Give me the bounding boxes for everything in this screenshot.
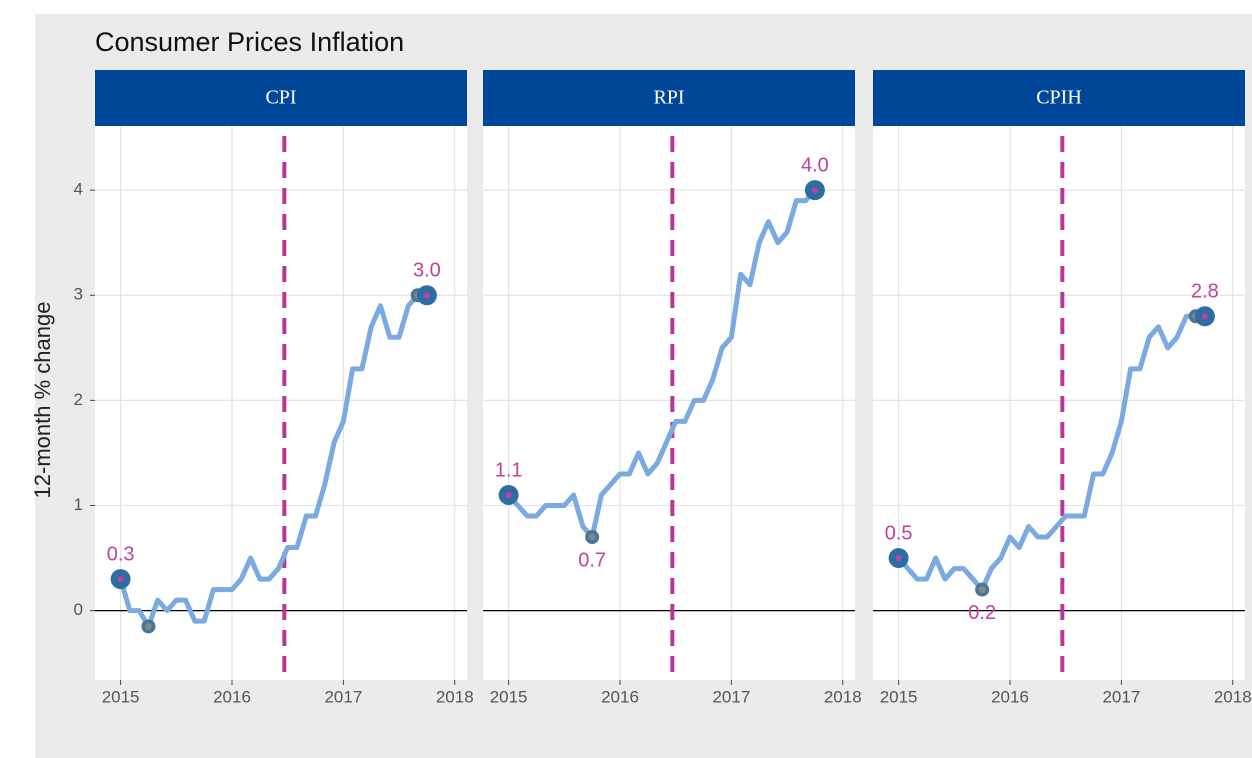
x-tick-label: 2017 <box>712 687 750 706</box>
data-label: 1.1 <box>495 459 523 481</box>
x-tick-label: 2017 <box>324 687 362 706</box>
chart-title: Consumer Prices Inflation <box>95 27 404 57</box>
highlight-point-center <box>505 491 512 498</box>
highlight-point-center <box>117 576 124 583</box>
x-tick-label: 2015 <box>490 687 528 706</box>
y-axis-label: 12-month % change <box>30 302 55 499</box>
data-label: 0.3 <box>107 543 135 565</box>
x-tick-label: 2017 <box>1102 687 1140 706</box>
highlight-point-center <box>811 187 818 194</box>
x-tick-label: 2016 <box>991 687 1029 706</box>
highlight-point-center <box>978 586 986 594</box>
y-tick-label: 2 <box>74 390 83 409</box>
highlight-point-center <box>1201 313 1208 320</box>
highlight-point-center <box>144 622 152 630</box>
x-tick-label: 2016 <box>213 687 251 706</box>
data-line <box>118 292 427 629</box>
y-tick-label: 3 <box>74 285 83 304</box>
x-tick-label: 2018 <box>436 687 474 706</box>
data-line <box>506 188 817 540</box>
x-tick-label: 2018 <box>824 687 862 706</box>
y-tick-label: 4 <box>74 180 83 199</box>
strip-title: CPIH <box>1036 87 1082 109</box>
y-tick-label: 0 <box>74 600 83 619</box>
x-tick-label: 2016 <box>601 687 639 706</box>
strip-background <box>483 70 855 126</box>
panel-background <box>873 126 1245 680</box>
data-label: 0.2 <box>968 602 996 624</box>
x-tick-label: 2015 <box>102 687 140 706</box>
data-label: 0.5 <box>885 522 913 544</box>
highlight-point-center <box>895 555 902 562</box>
data-label: 3.0 <box>413 260 441 282</box>
data-label: 0.7 <box>578 549 606 571</box>
highlight-point-center <box>588 533 596 541</box>
panel-background <box>95 126 467 680</box>
highlight-point-center <box>423 292 430 299</box>
data-label: 4.0 <box>801 154 829 176</box>
x-tick-label: 2015 <box>880 687 918 706</box>
data-line <box>896 313 1205 593</box>
strip-background <box>95 70 467 126</box>
data-label: 2.8 <box>1191 281 1219 303</box>
strip-title: RPI <box>653 87 684 109</box>
strip-background <box>873 70 1245 126</box>
panel-background <box>483 126 855 680</box>
y-tick-label: 1 <box>74 495 83 514</box>
x-tick-label: 2018 <box>1214 687 1252 706</box>
strip-title: CPI <box>265 87 296 109</box>
